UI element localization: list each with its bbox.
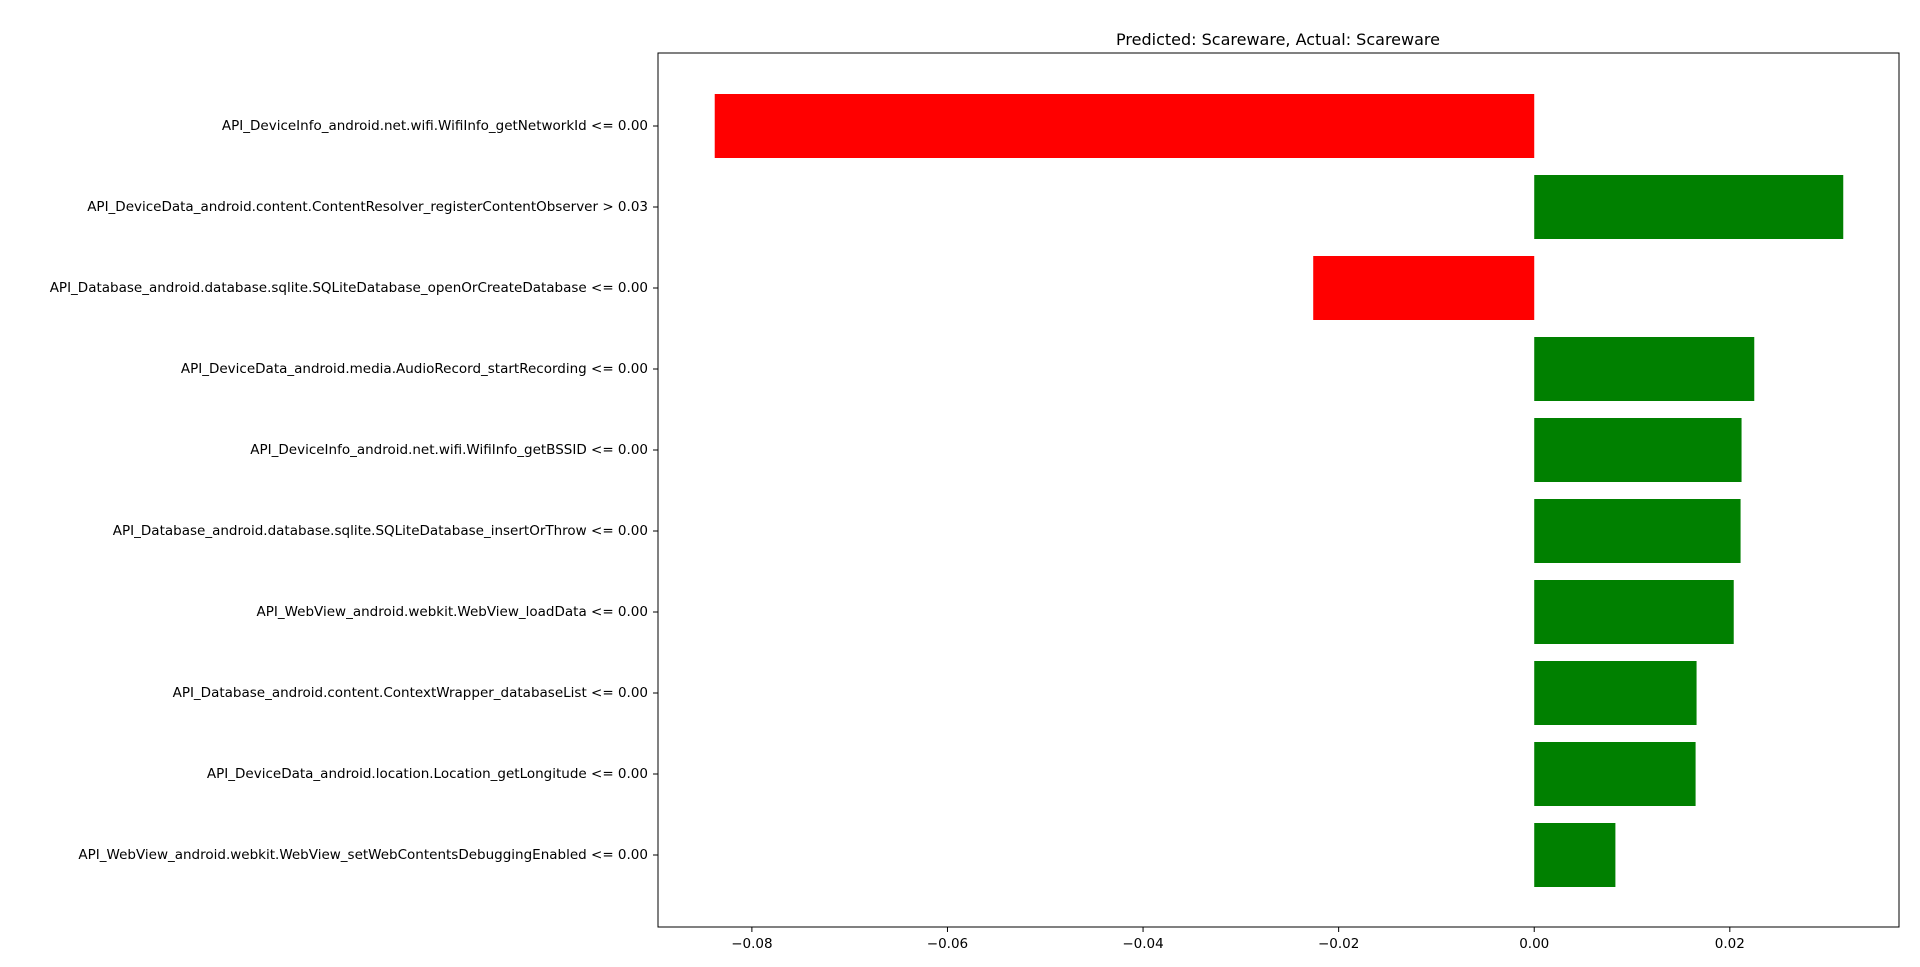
y-tick-label-10: API_WebView_android.webkit.WebView_setWe… [78, 847, 648, 863]
bar-10 [1534, 823, 1616, 887]
x-axis-ticks: −0.08 −0.06 −0.04 −0.02 0.00 0.02 [731, 927, 1745, 952]
x-tick-label-6: 0.02 [1715, 936, 1745, 952]
bar-9 [1534, 742, 1696, 806]
y-tick-label-5: API_DeviceInfo_android.net.wifi.WifiInfo… [250, 442, 648, 458]
x-tick-label-3: −0.04 [1122, 936, 1163, 952]
bar-7 [1534, 580, 1734, 644]
bars-group [714, 94, 1844, 887]
y-tick-label-7: API_WebView_android.webkit.WebView_loadD… [257, 604, 649, 620]
y-tick-label-4: API_DeviceData_android.media.AudioRecord… [181, 361, 648, 377]
y-tick-label-1: API_DeviceInfo_android.net.wifi.WifiInfo… [222, 118, 648, 134]
y-tick-label-9: API_DeviceData_android.location.Location… [207, 766, 648, 782]
bar-6 [1534, 499, 1741, 563]
x-tick-label-5: 0.00 [1519, 936, 1549, 952]
x-tick-label-2: −0.06 [927, 936, 968, 952]
chart-title: Predicted: Scareware, Actual: Scareware [1116, 30, 1440, 49]
bar-1 [714, 94, 1535, 158]
bar-8 [1534, 661, 1697, 725]
y-axis-ticks: API_DeviceInfo_android.net.wifi.WifiInfo… [50, 118, 658, 863]
x-tick-label-1: −0.08 [731, 936, 772, 952]
bar-2 [1534, 175, 1844, 239]
x-tick-label-4: −0.02 [1318, 936, 1359, 952]
y-tick-label-8: API_Database_android.content.ContextWrap… [173, 685, 648, 701]
plot-frame [657, 52, 1900, 928]
y-tick-label-2: API_DeviceData_android.content.ContentRe… [87, 199, 648, 215]
bar-4 [1534, 337, 1755, 401]
bar-5 [1534, 418, 1742, 482]
y-tick-label-3: API_Database_android.database.sqlite.SQL… [50, 280, 648, 296]
y-tick-label-6: API_Database_android.database.sqlite.SQL… [113, 523, 648, 539]
bar-3 [1313, 256, 1535, 320]
